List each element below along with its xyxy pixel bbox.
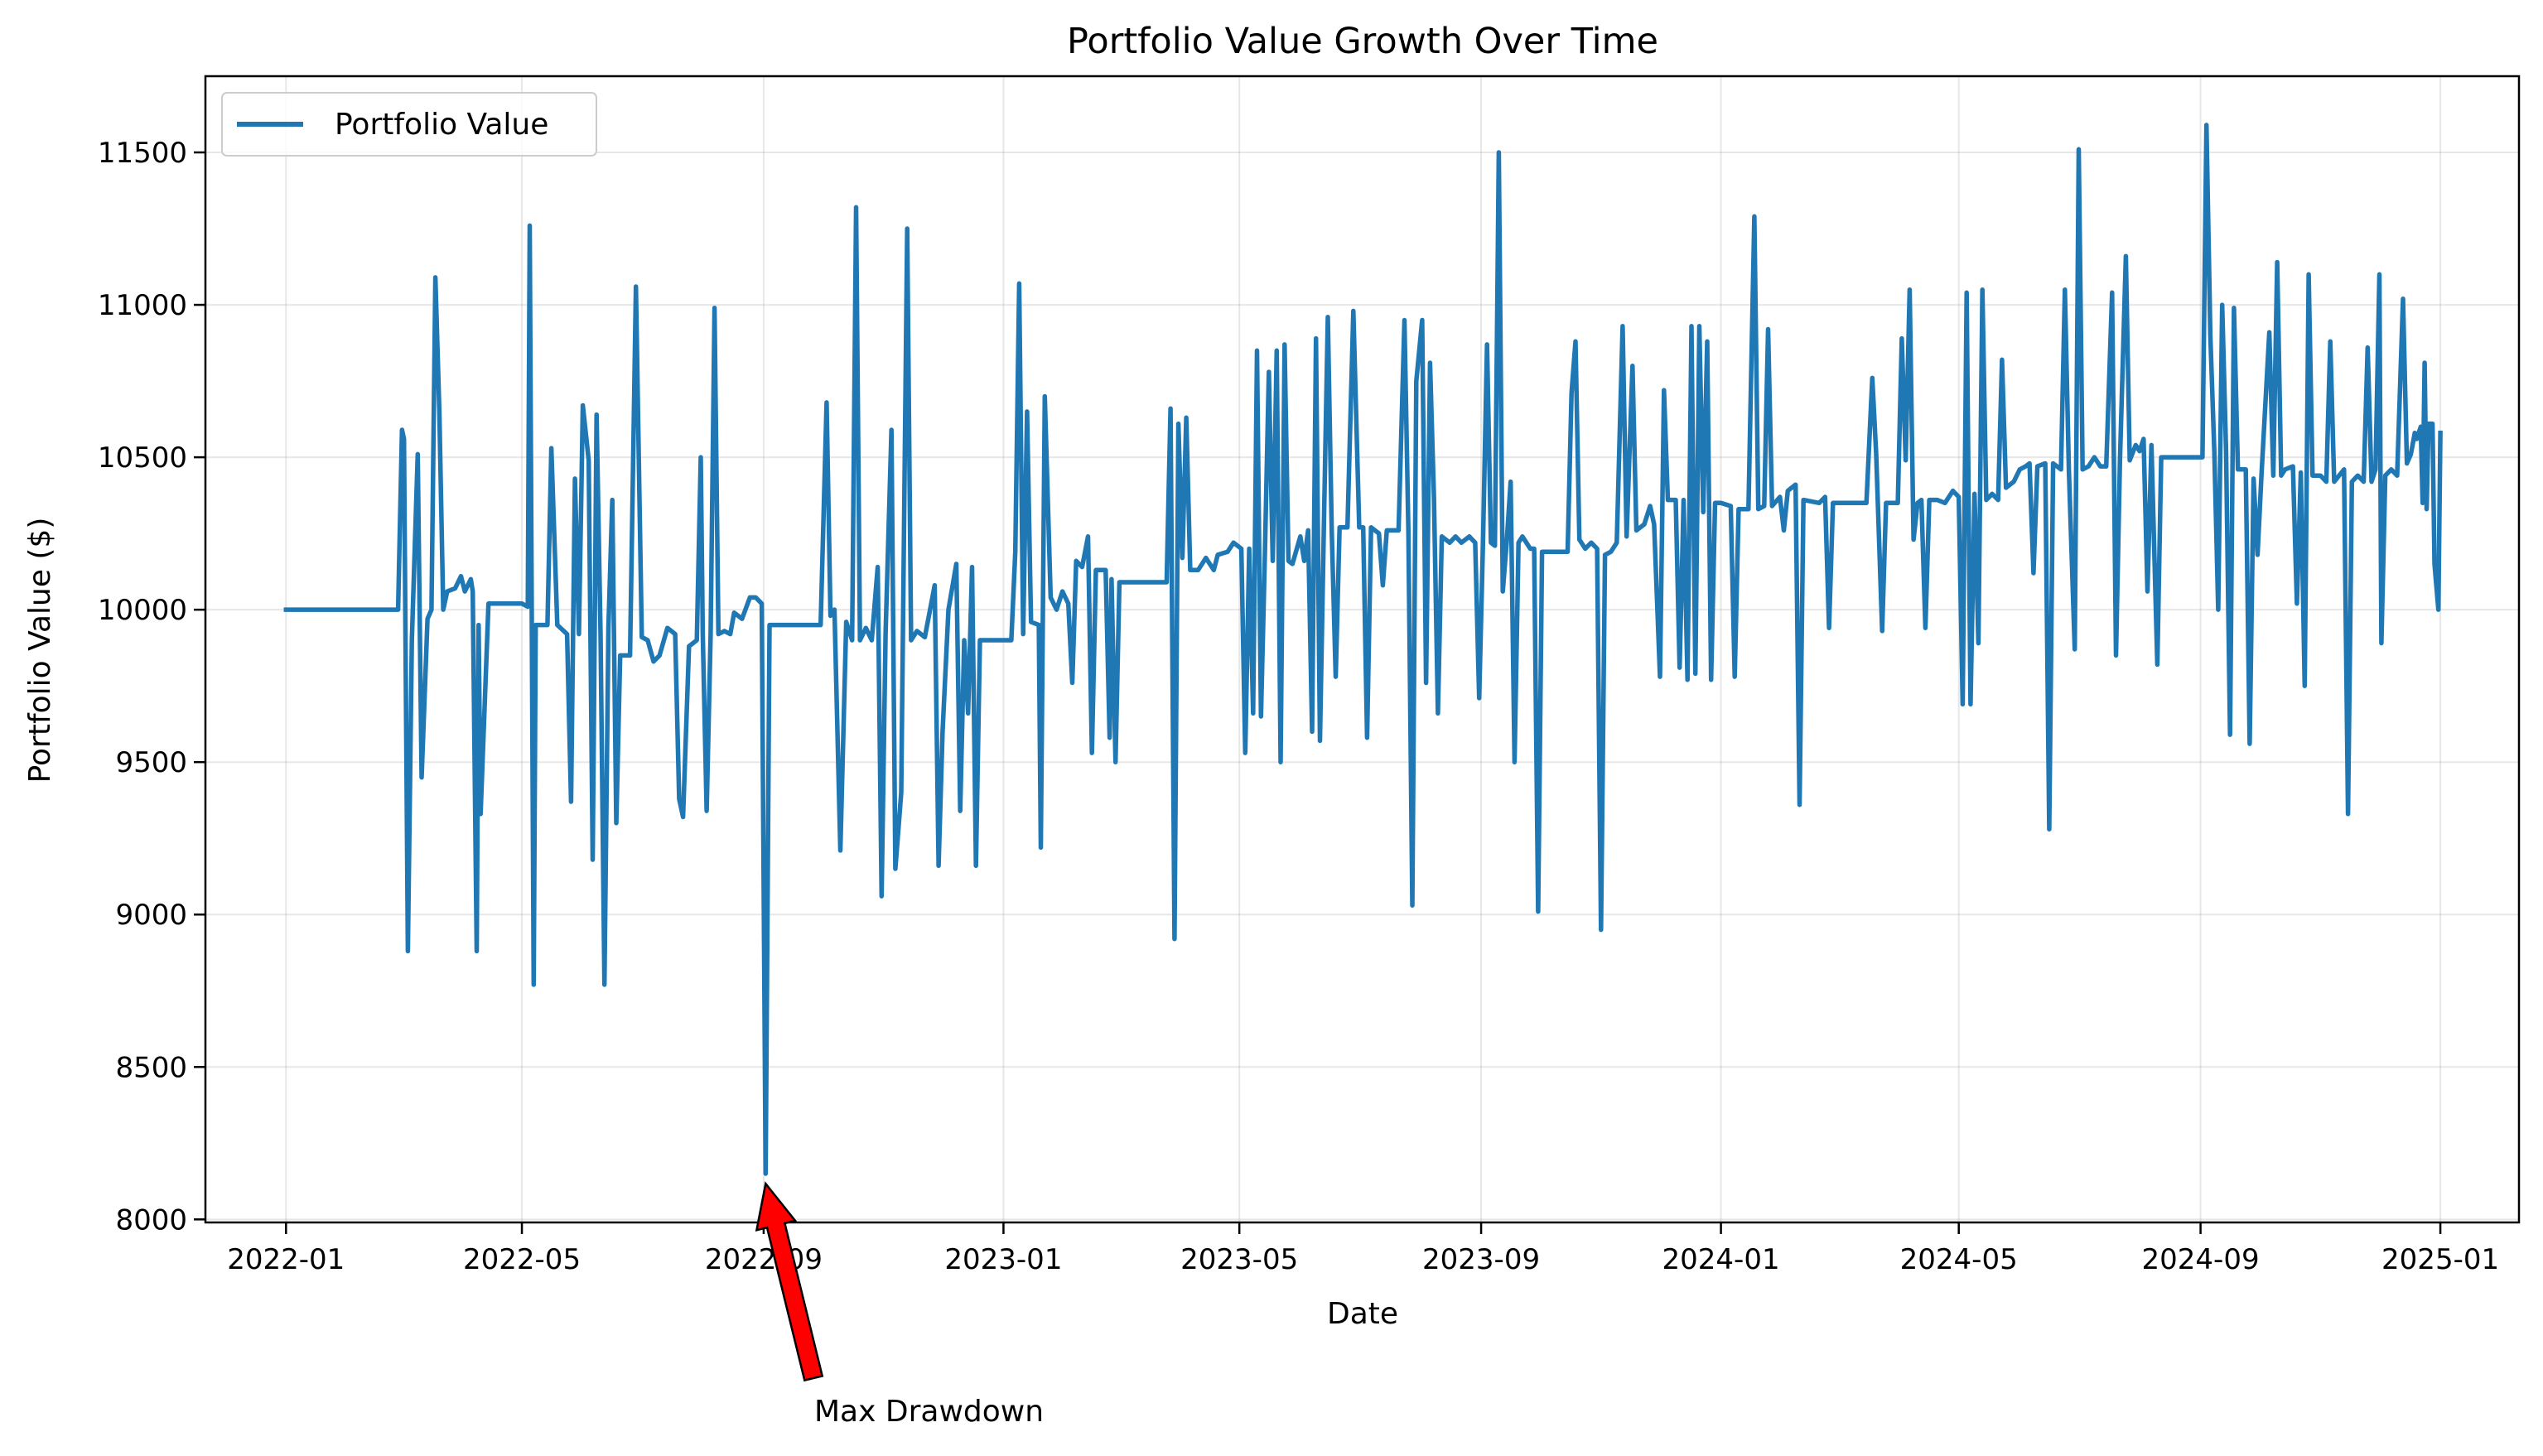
legend-box <box>221 92 597 157</box>
x-tick-label: 2022-05 <box>463 1243 581 1276</box>
x-tick-label: 2022-01 <box>227 1243 345 1276</box>
annotation: Max Drawdown <box>755 1181 1044 1429</box>
y-tick-label: 8500 <box>115 1051 187 1084</box>
ticks: 2022-01 2022-05 2022-09 2023-01 2023-05 2023-… <box>98 137 2499 1276</box>
series-layer <box>283 123 2443 1176</box>
y-axis-label: Portfolio Value ($) <box>23 518 57 783</box>
annotation-max-drawdown: Max Drawdown <box>814 1395 1044 1429</box>
axes-frame <box>204 75 2521 1224</box>
x-axis-label: Date <box>1327 1297 1398 1331</box>
x-tick-label: 2023-09 <box>1422 1243 1540 1276</box>
y-tick-label: 9000 <box>115 899 187 932</box>
y-tick-label: 10000 <box>98 594 187 627</box>
y-tick-label: 9500 <box>115 746 187 779</box>
chart-title: Portfolio Value Growth Over Time <box>1067 21 1658 62</box>
x-tick-label: 2022-09 <box>705 1243 823 1276</box>
y-tick-label: 11000 <box>98 289 187 322</box>
annotation-arrow <box>755 1181 824 1382</box>
x-tick-label: 2023-01 <box>944 1243 1062 1276</box>
legend-label: Portfolio Value <box>335 108 548 142</box>
series-line-portfolio-value <box>283 123 2443 1176</box>
grid <box>205 76 2519 1222</box>
x-tick-label: 2025-01 <box>2381 1243 2499 1276</box>
y-tick-label: 8000 <box>115 1203 187 1237</box>
y-tick-label: 10500 <box>98 441 187 475</box>
x-tick-label: 2024-05 <box>1900 1243 2018 1276</box>
x-tick-label: 2024-09 <box>2142 1243 2260 1276</box>
legend: Portfolio Value <box>221 92 597 157</box>
y-tick-label: 11500 <box>98 137 187 170</box>
x-tick-label: 2024-01 <box>1662 1243 1780 1276</box>
x-tick-label: 2023-05 <box>1180 1243 1298 1276</box>
